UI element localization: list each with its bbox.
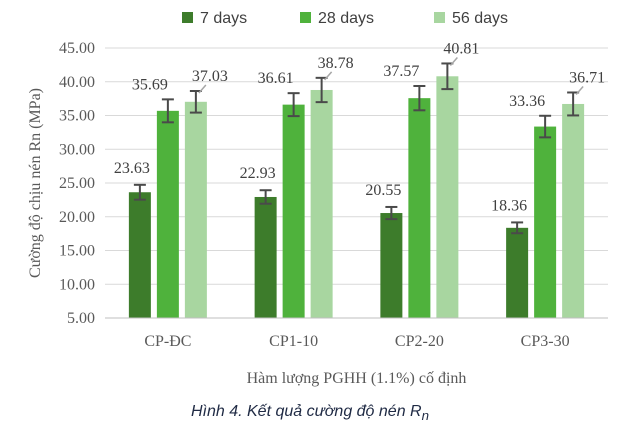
x-category-label: CP2-20 <box>395 333 444 350</box>
y-axis-ticks: 5.00 10.00 15.00 20.00 25.00 30.00 35.00 40.00 4… <box>59 40 95 327</box>
y-tick-label: 30.00 <box>59 141 95 158</box>
bar <box>282 104 305 318</box>
y-tick-label: 40.00 <box>59 74 95 91</box>
y-tick-label: 10.00 <box>59 276 95 293</box>
label-leader <box>575 85 584 95</box>
bar <box>534 126 557 318</box>
bar <box>562 103 585 319</box>
bar <box>254 196 277 318</box>
legend-swatch <box>434 12 445 23</box>
figure-caption: Hình 4. Kết quả cường độ nén Rn <box>0 403 620 423</box>
y-tick-label: 45.00 <box>59 40 95 57</box>
legend-swatch <box>182 12 193 23</box>
data-label: 23.63 <box>114 160 150 177</box>
y-tick-label: 35.00 <box>59 108 95 125</box>
legend-label: 7 days <box>200 10 247 27</box>
bar <box>156 110 179 318</box>
data-label: 20.55 <box>365 182 401 199</box>
x-axis-categories: CP-ĐC CP1-10 CP2-20 CP3-30 <box>144 333 569 350</box>
y-tick-label: 25.00 <box>59 175 95 192</box>
x-axis-title: Hàm lượng PGHH (1.1%) cố định <box>247 370 467 387</box>
y-tick-label: 15.00 <box>59 243 95 260</box>
label-leader <box>324 71 333 81</box>
legend-swatch <box>300 12 311 23</box>
data-label: 37.57 <box>383 63 419 80</box>
legend-label: 28 days <box>318 10 374 27</box>
data-label: 40.81 <box>443 40 479 57</box>
bar <box>310 89 333 318</box>
data-label: 18.36 <box>491 197 527 214</box>
data-label: 35.69 <box>132 76 168 93</box>
label-leader <box>449 56 458 66</box>
x-category-label: CP3-30 <box>521 333 570 350</box>
x-category-label: CP1-10 <box>269 333 318 350</box>
bar <box>184 101 207 318</box>
chart: 7 days 28 days 56 days 5.00 10.00 15.00 20.00… <box>27 10 608 387</box>
bar <box>380 213 403 318</box>
bar <box>128 192 151 318</box>
data-label: 38.78 <box>318 55 354 72</box>
x-category-label: CP-ĐC <box>144 333 191 350</box>
data-label: 33.36 <box>509 93 545 110</box>
bar <box>506 227 529 318</box>
y-tick-label: 20.00 <box>59 209 95 226</box>
y-axis-title: Cường độ chịu nén Rn (MPa) <box>27 88 44 278</box>
y-tick-label: 5.00 <box>67 310 95 327</box>
caption-subscript: n <box>421 408 430 424</box>
data-label: 37.03 <box>192 68 228 85</box>
label-leader <box>198 84 207 94</box>
caption-text: Hình 4. Kết quả cường độ nén R <box>190 403 422 420</box>
data-label: 36.71 <box>569 69 605 86</box>
bar <box>436 76 459 318</box>
bars <box>128 76 585 319</box>
data-label: 36.61 <box>258 70 294 87</box>
legend: 7 days 28 days 56 days <box>182 10 508 27</box>
bar <box>408 98 431 318</box>
data-labels: 23.63 35.69 37.03 22.93 36.61 38.78 20.55 37.57… <box>114 40 605 214</box>
legend-label: 56 days <box>452 10 508 27</box>
data-label: 22.93 <box>240 165 276 182</box>
gridlines <box>105 47 608 285</box>
